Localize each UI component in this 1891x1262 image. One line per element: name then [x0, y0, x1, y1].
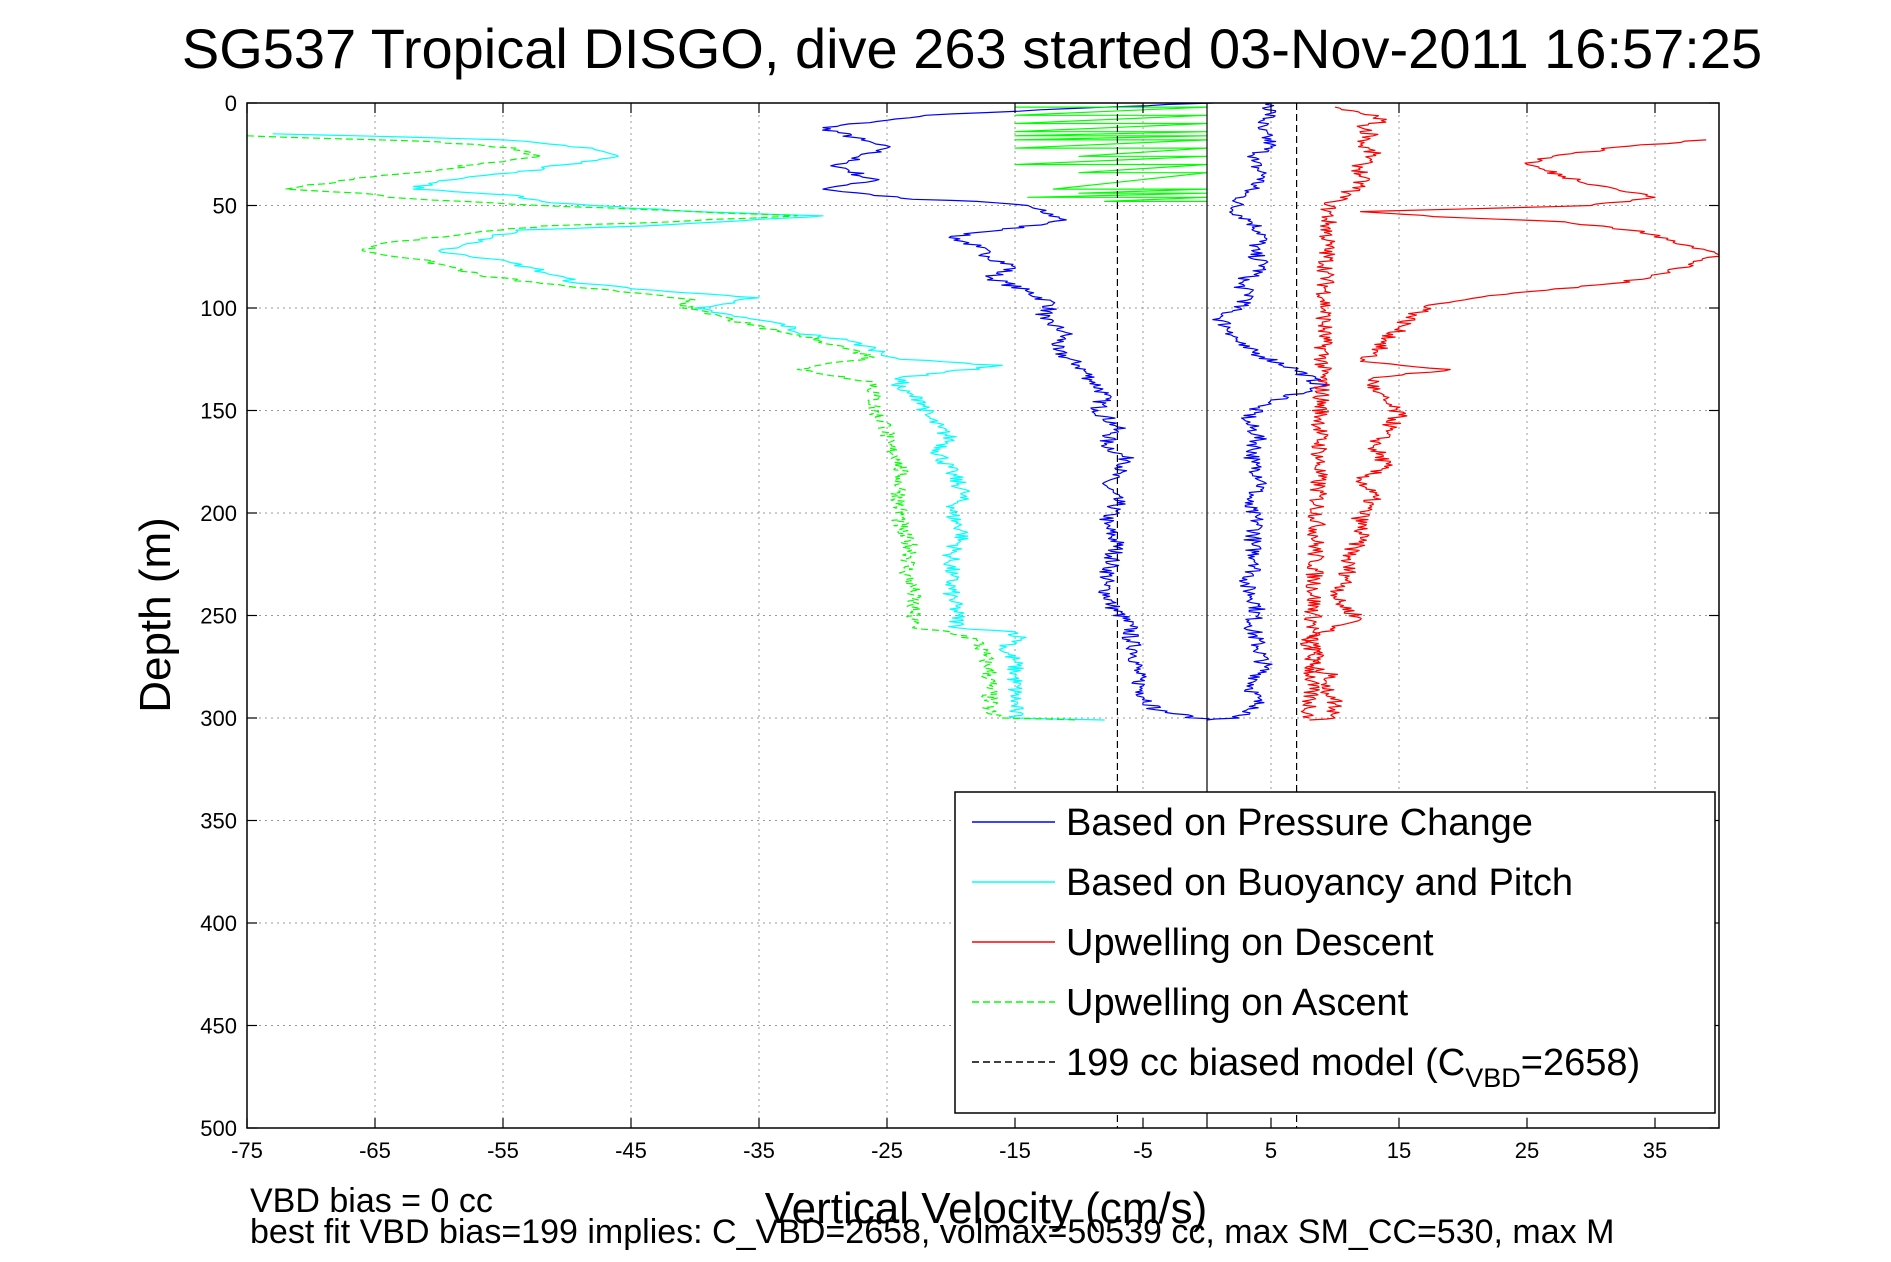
- y-ticks: 0 50 100 150 200 250 300 350 400 450 500: [200, 91, 1719, 1141]
- series-line-0: [822, 103, 1214, 721]
- x-tick-label: -15: [999, 1138, 1031, 1163]
- legend-box: [954, 791, 1716, 1114]
- y-tick-label: 400: [200, 911, 237, 936]
- series-line-5: [1300, 139, 1719, 721]
- y-axis-label: Depth (m): [131, 517, 180, 713]
- x-tick-label: -55: [487, 1138, 519, 1163]
- legend-label-pressure: Based on Pressure Change: [1066, 802, 1533, 844]
- legend-label-model-sub: VBD: [1465, 1063, 1521, 1093]
- x-tick-label: 15: [1387, 1138, 1411, 1163]
- chart-title: SG537 Tropical DISGO, dive 263 started 0…: [182, 17, 1762, 80]
- x-tick-label: -25: [871, 1138, 903, 1163]
- legend-label-model-tail: =2658): [1521, 1042, 1640, 1084]
- x-tick-label: -75: [231, 1138, 263, 1163]
- y-tick-label: 150: [200, 399, 237, 424]
- y-tick-label: 500: [200, 1116, 237, 1141]
- y-tick-label: 350: [200, 809, 237, 834]
- series-group: [247, 103, 1719, 1128]
- legend: Based on Pressure Change Based on Buoyan…: [954, 791, 1716, 1114]
- x-tick-label: -65: [359, 1138, 391, 1163]
- y-tick-label: 450: [200, 1014, 237, 1039]
- y-tick-label: 0: [225, 91, 237, 116]
- y-tick-label: 250: [200, 604, 237, 629]
- series-line-2: [272, 133, 1105, 721]
- best-fit-note: best fit VBD bias=199 implies: C_VBD=265…: [250, 1213, 1614, 1251]
- series-line-6: [1014, 106, 1208, 202]
- legend-label-ascent: Upwelling on Ascent: [1066, 982, 1409, 1024]
- y-tick-label: 200: [200, 501, 237, 526]
- legend-label-model: 199 cc biased model (CVBD=2658): [1066, 1042, 1640, 1093]
- y-tick-label: 100: [200, 296, 237, 321]
- x-tick-label: 25: [1515, 1138, 1539, 1163]
- x-axis-label: Vertical Velocity (cm/s): [765, 1184, 1208, 1233]
- x-tick-label: -5: [1133, 1138, 1153, 1163]
- x-ticks: -75 -65 -55 -45 -35 -25 -15 -5 5 15 25 35: [231, 103, 1667, 1163]
- x-tick-label: 35: [1643, 1138, 1667, 1163]
- legend-label-descent: Upwelling on Descent: [1066, 922, 1434, 964]
- legend-label-buoyancy: Based on Buoyancy and Pitch: [1066, 862, 1573, 904]
- series-layer: [247, 103, 1719, 1128]
- bias-note: VBD bias = 0 cc: [250, 1182, 493, 1220]
- y-tick-label: 50: [213, 194, 237, 219]
- legend-label-model-main: 199 cc biased model (C: [1066, 1042, 1465, 1084]
- x-tick-label: 5: [1265, 1138, 1277, 1163]
- series-line-4: [1300, 106, 1387, 719]
- x-tick-label: -35: [743, 1138, 775, 1163]
- series-line-3: [247, 135, 1080, 721]
- x-tick-label: -45: [615, 1138, 647, 1163]
- series-line-1: [1206, 103, 1330, 721]
- y-tick-label: 300: [200, 706, 237, 731]
